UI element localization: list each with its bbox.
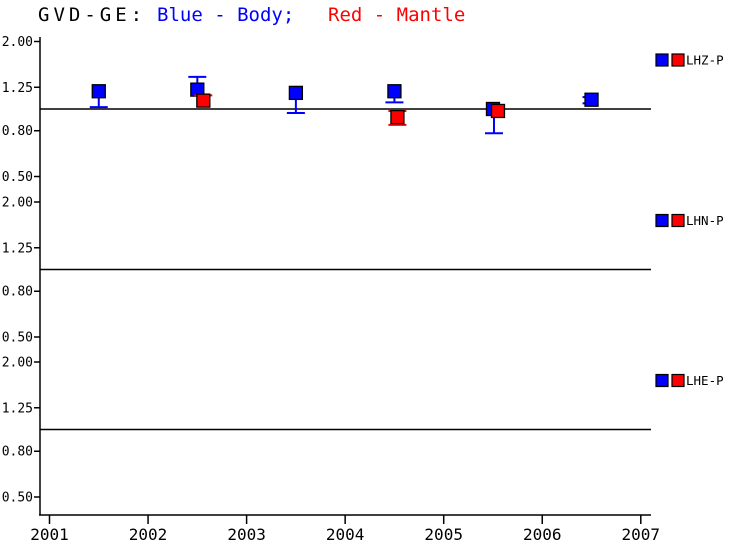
y-tick-label: 1.25 xyxy=(2,81,33,96)
data-point-body xyxy=(91,84,106,99)
x-tick-label: 2006 xyxy=(523,525,562,544)
y-tick-label: 0.50 xyxy=(2,170,33,185)
data-point-mantle xyxy=(490,103,506,119)
title-body-legend: Blue - Body; xyxy=(157,4,295,26)
legend-swatch-mantle xyxy=(671,53,685,67)
title-station: GVD-GE: xyxy=(38,4,147,26)
legend-swatch-body xyxy=(655,373,669,388)
y-tick-label: 0.80 xyxy=(2,124,33,139)
legend-channel-label: LHZ-P xyxy=(686,53,724,68)
y-tick-label: 0.50 xyxy=(2,491,33,506)
data-point-mantle xyxy=(390,109,405,125)
x-tick-label: 2003 xyxy=(227,525,266,544)
y-tick-label: 2.00 xyxy=(2,356,33,371)
x-tick-label: 2005 xyxy=(424,525,463,544)
y-tick-label: 1.25 xyxy=(2,241,33,256)
legend-channel-label: LHN-P xyxy=(686,213,724,228)
data-point-body xyxy=(387,84,402,99)
legend-swatch-body xyxy=(655,213,669,228)
y-tick-label: 0.80 xyxy=(2,285,33,300)
x-tick-label: 2004 xyxy=(326,525,365,544)
y-tick-label: 0.50 xyxy=(2,331,33,346)
legend-channel-label: LHE-P xyxy=(686,373,724,388)
legend-swatch-mantle xyxy=(671,213,685,228)
title-mantle-legend: Red - Mantle xyxy=(328,4,466,26)
data-point-mantle xyxy=(196,93,211,108)
x-tick-label: 2001 xyxy=(30,525,69,544)
x-tick-label: 2002 xyxy=(129,525,168,544)
legend-swatch-body xyxy=(655,53,669,67)
data-point-body xyxy=(288,85,304,101)
legend-swatch-mantle xyxy=(671,373,685,388)
x-tick-label: 2007 xyxy=(622,525,661,544)
y-tick-label: 2.00 xyxy=(2,35,33,50)
y-tick-label: 1.25 xyxy=(2,401,33,416)
y-tick-label: 0.80 xyxy=(2,445,33,460)
y-tick-label: 2.00 xyxy=(2,196,33,211)
data-point-body xyxy=(584,92,599,107)
